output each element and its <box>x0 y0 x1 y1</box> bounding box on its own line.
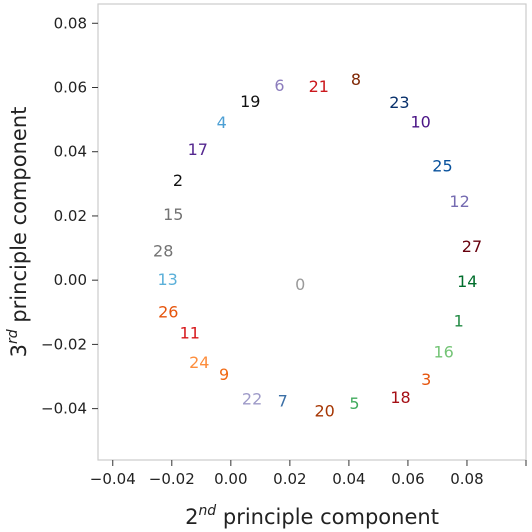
point-label-7: 7 <box>278 392 288 411</box>
point-label-2: 2 <box>173 171 183 190</box>
point-label-8: 8 <box>351 70 361 89</box>
y-tick-label: −0.04 <box>41 400 87 418</box>
point-label-0: 0 <box>295 275 305 294</box>
x-tick-label: 0.04 <box>332 470 365 488</box>
y-tick-label: 0.06 <box>54 78 87 96</box>
point-label-15: 15 <box>163 205 183 224</box>
x-tick-label: −0.02 <box>149 470 195 488</box>
y-tick-label: −0.02 <box>41 335 87 353</box>
y-tick-label: 0.04 <box>54 143 87 161</box>
x-tick-label: 0.08 <box>450 470 483 488</box>
y-axis: −0.04 −0.02 0.00 0.02 0.04 0.06 0.08 <box>41 14 98 418</box>
x-tick-label: 0.00 <box>214 470 247 488</box>
point-label-27: 27 <box>462 237 482 256</box>
point-label-14: 14 <box>457 272 477 291</box>
point-label-24: 24 <box>189 353 209 372</box>
point-label-3: 3 <box>421 370 431 389</box>
point-label-26: 26 <box>158 303 178 322</box>
point-label-28: 28 <box>153 242 173 261</box>
point-label-17: 17 <box>188 140 208 159</box>
y-tick-label: 0.00 <box>54 271 87 289</box>
point-label-6: 6 <box>274 76 284 95</box>
x-tick-label: −0.04 <box>90 470 136 488</box>
point-label-5: 5 <box>349 394 359 413</box>
point-label-23: 23 <box>389 93 409 112</box>
point-label-18: 18 <box>390 388 410 407</box>
point-label-12: 12 <box>449 192 469 211</box>
x-axis: −0.04 −0.02 0.00 0.02 0.04 0.06 0.08 <box>90 460 527 488</box>
point-label-16: 16 <box>433 342 453 361</box>
y-axis-label: 3rd principle component <box>5 107 31 358</box>
point-label-9: 9 <box>219 365 229 384</box>
y-tick-label: 0.08 <box>54 14 87 32</box>
point-label-1: 1 <box>454 312 464 331</box>
x-axis-label: 2nd principle component <box>185 503 439 529</box>
point-label-21: 21 <box>309 77 329 96</box>
x-tick-label: 0.06 <box>391 470 424 488</box>
point-label-10: 10 <box>410 113 430 132</box>
point-label-22: 22 <box>242 389 262 408</box>
point-label-25: 25 <box>432 157 452 176</box>
point-label-4: 4 <box>217 113 227 132</box>
point-label-11: 11 <box>180 324 200 343</box>
x-tick-label: 0.02 <box>273 470 306 488</box>
plot-frame <box>97 3 527 461</box>
point-label-19: 19 <box>240 92 260 111</box>
y-tick-label: 0.02 <box>54 207 87 225</box>
point-label-13: 13 <box>157 270 177 289</box>
point-label-20: 20 <box>315 402 335 421</box>
